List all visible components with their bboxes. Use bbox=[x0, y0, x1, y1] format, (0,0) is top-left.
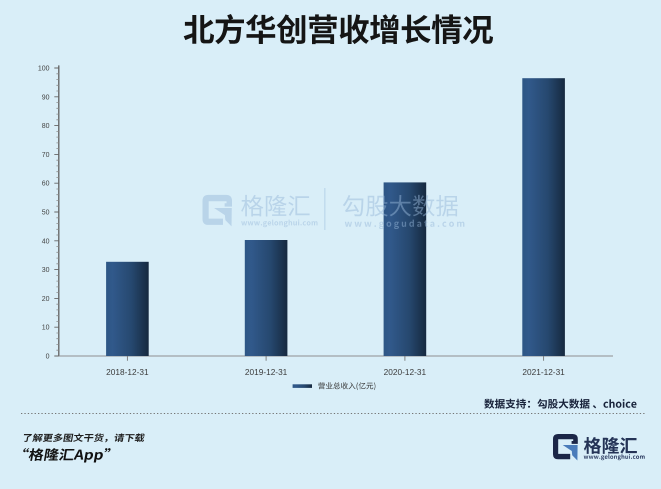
svg-text:2020-12-31: 2020-12-31 bbox=[384, 367, 427, 377]
svg-text:30: 30 bbox=[42, 267, 50, 274]
svg-text:100: 100 bbox=[38, 66, 50, 73]
svg-text:10: 10 bbox=[42, 325, 50, 332]
svg-text:60: 60 bbox=[42, 181, 50, 188]
svg-text:80: 80 bbox=[42, 123, 50, 130]
svg-text:2021-12-31: 2021-12-31 bbox=[522, 367, 565, 377]
svg-text:40: 40 bbox=[42, 238, 50, 245]
svg-text:20: 20 bbox=[42, 296, 50, 303]
svg-text:2019-12-31: 2019-12-31 bbox=[245, 367, 288, 377]
svg-text:70: 70 bbox=[42, 152, 50, 159]
svg-text:50: 50 bbox=[42, 210, 50, 217]
svg-text:0: 0 bbox=[46, 354, 50, 361]
svg-text:90: 90 bbox=[42, 94, 50, 101]
svg-text:2018-12-31: 2018-12-31 bbox=[106, 367, 149, 377]
